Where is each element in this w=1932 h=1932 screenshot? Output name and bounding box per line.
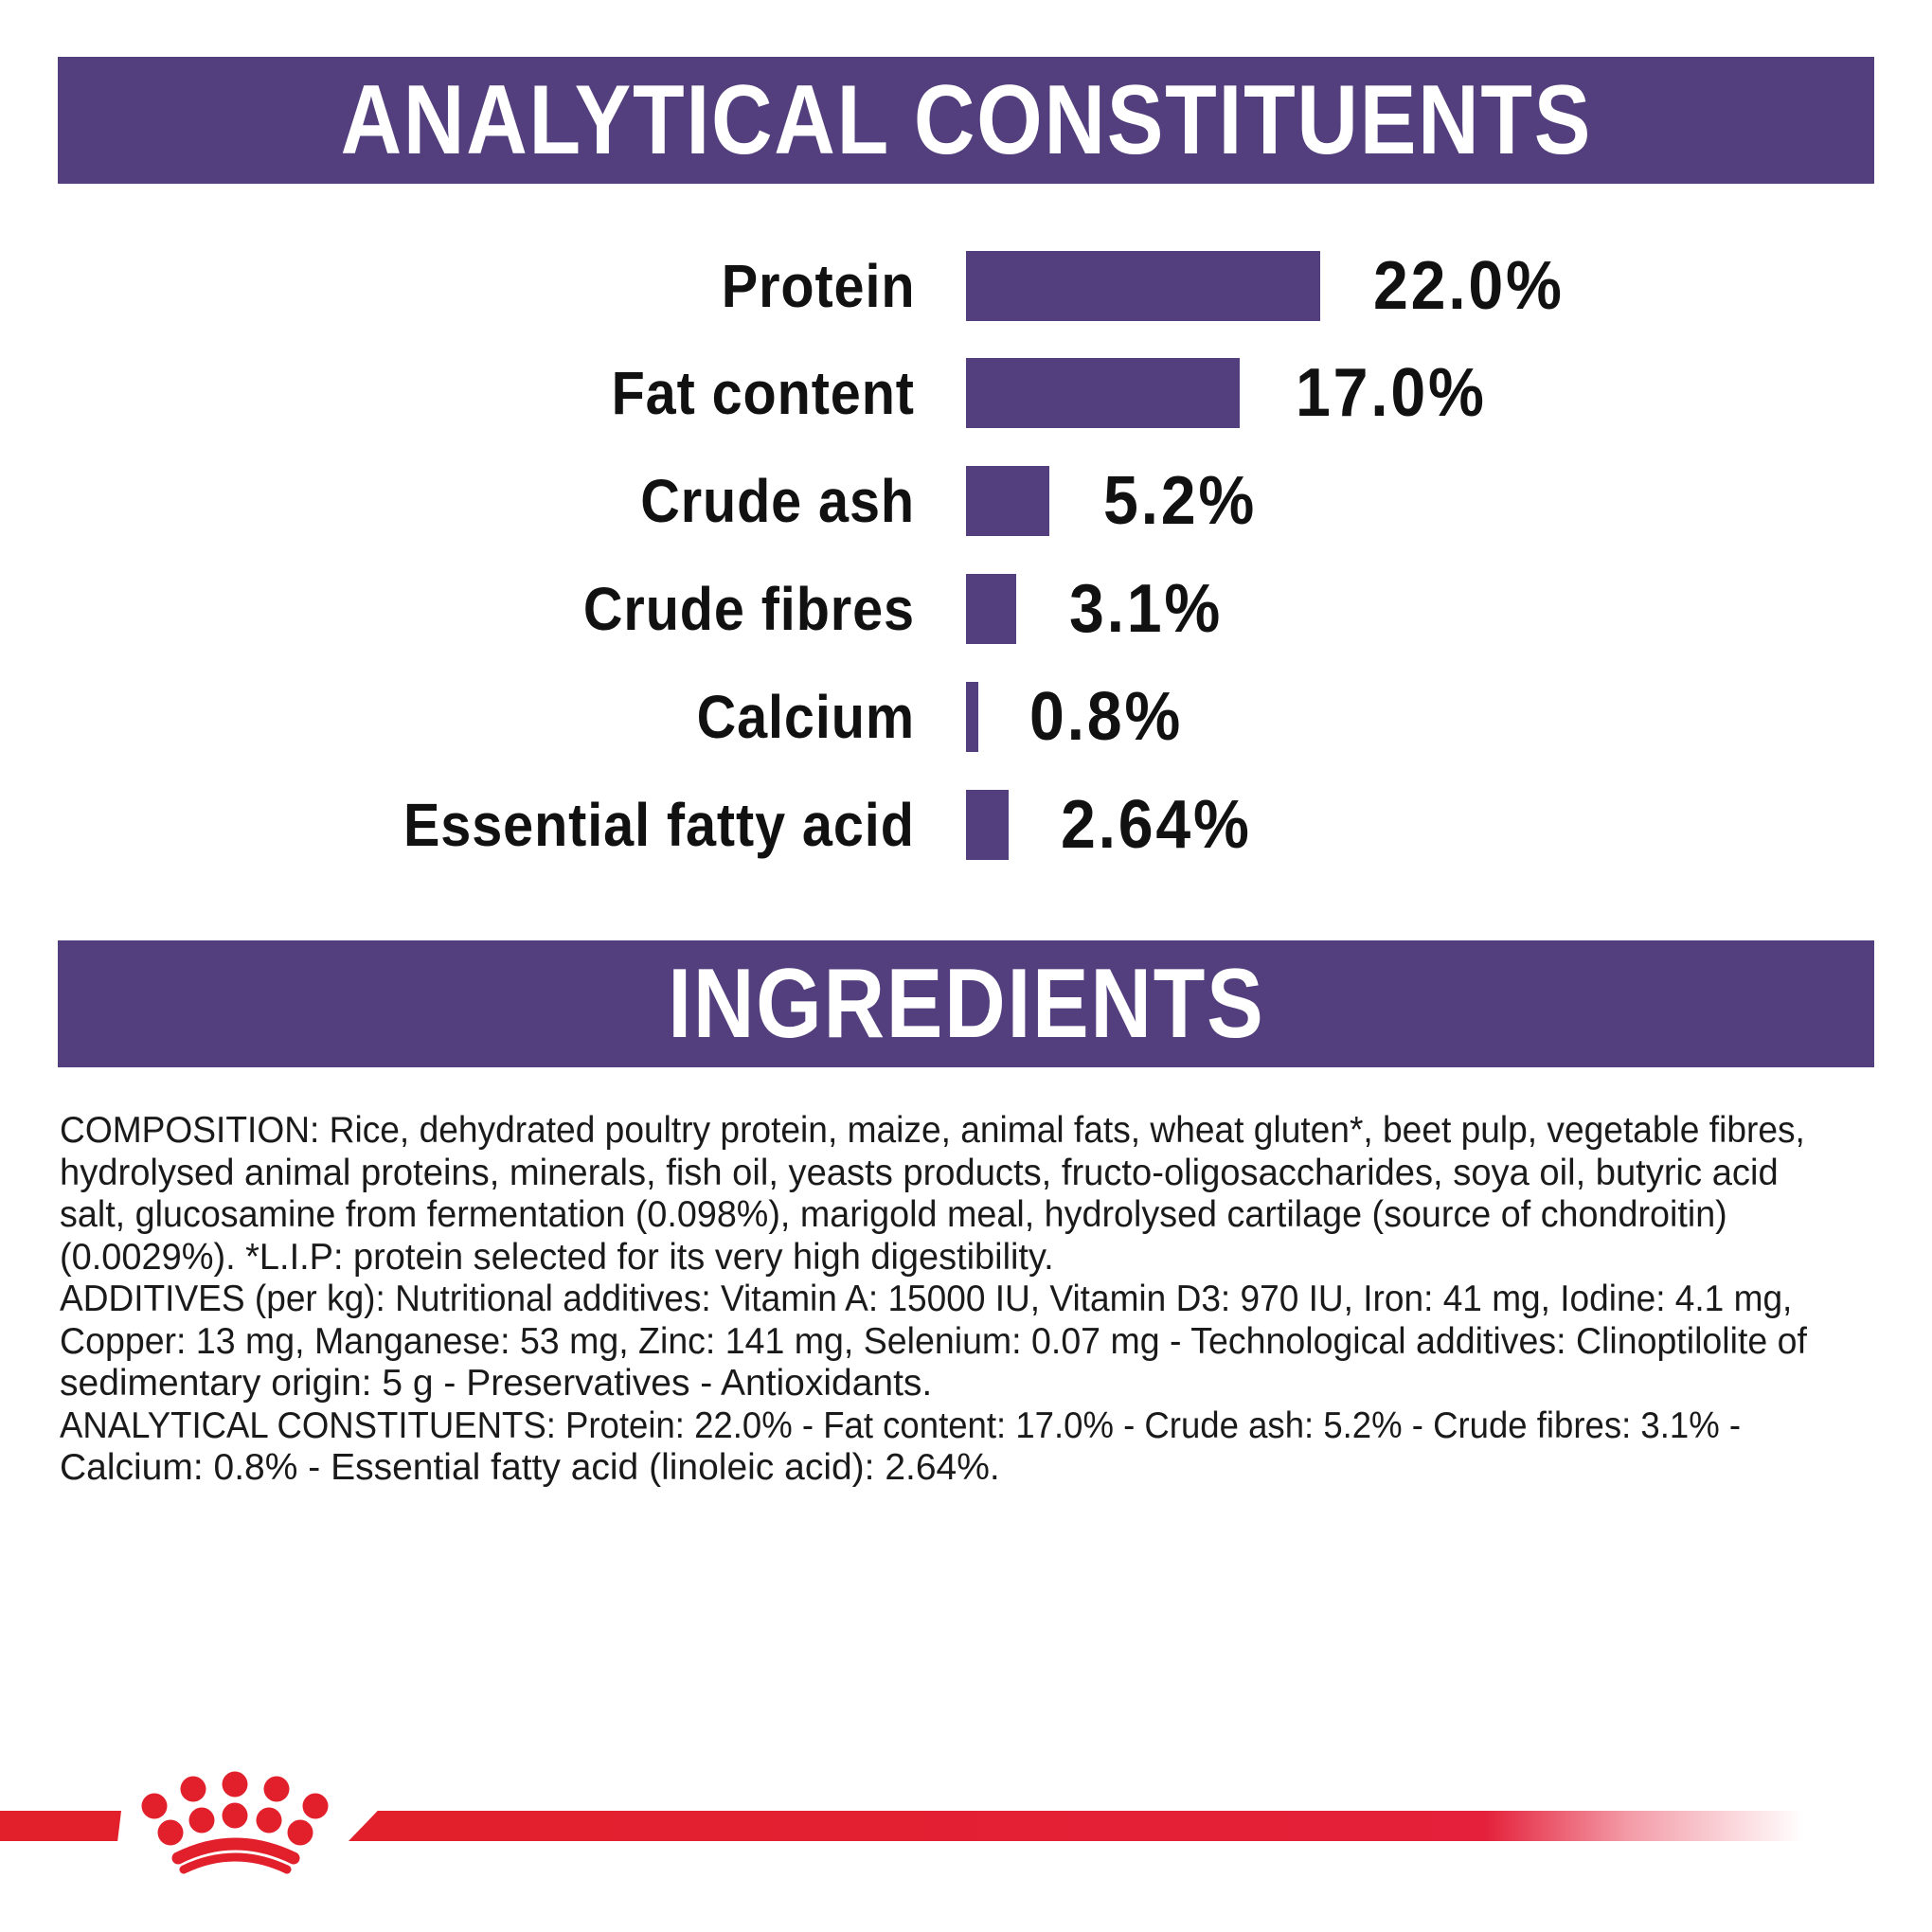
chart-bar — [966, 358, 1240, 428]
brand-stripe-left — [0, 1811, 121, 1841]
ingredients-title: INGREDIENTS — [667, 949, 1265, 1059]
chart-bar — [966, 574, 1016, 644]
ingredients-line: hydrolysed animal proteins, minerals, fi… — [60, 1152, 1779, 1193]
ingredients-line: Copper: 13 mg, Manganese: 53 mg, Zinc: 1… — [60, 1320, 1807, 1362]
chart-row-crude-ash: Crude ash 5.2% — [0, 463, 1932, 539]
crown-logo-icon — [141, 1771, 329, 1874]
chart-bar — [966, 466, 1049, 536]
chart-row-calcium: Calcium 0.8% — [0, 679, 1932, 755]
chart-row-label: Crude fibres — [582, 575, 915, 643]
ingredients-line: COMPOSITION: Rice, dehydrated poultry pr… — [60, 1110, 1805, 1151]
chart-row-value: 0.8% — [1029, 679, 1184, 755]
chart-row-label: Essential fatty acid — [403, 791, 915, 859]
analytical-constituents-title: ANALYTICAL CONSTITUENTS — [340, 65, 1592, 175]
ingredients-line: (0.0029%). *L.I.P: protein selected for … — [60, 1236, 1054, 1278]
analytical-constituents-banner: ANALYTICAL CONSTITUENTS — [58, 57, 1874, 184]
chart-bar — [966, 251, 1320, 321]
ingredients-line: sedimentary origin: 5 g - Preservatives … — [60, 1363, 933, 1404]
ingredients-line: ADDITIVES (per kg): Nutritional additive… — [60, 1279, 1793, 1319]
ingredients-line: ANALYTICAL CONSTITUENTS: Protein: 22.0% … — [60, 1404, 1742, 1446]
chart-row-value: 2.64% — [1061, 787, 1252, 863]
chart-row-essential-fatty-acid: Essential fatty acid 2.64% — [0, 787, 1932, 863]
chart-bar — [966, 682, 978, 752]
chart-row-label: Calcium — [696, 683, 915, 751]
chart-row-label: Crude ash — [640, 467, 915, 535]
chart-bar — [966, 790, 1009, 860]
chart-row-value: 3.1% — [1069, 571, 1224, 647]
chart-row-crude-fibres: Crude fibres 3.1% — [0, 571, 1932, 647]
ingredients-line: Calcium: 0.8% - Essential fatty acid (li… — [60, 1447, 1000, 1488]
chart-row-label: Fat content — [611, 359, 915, 427]
ingredients-banner: INGREDIENTS — [58, 940, 1874, 1067]
chart-row-protein: Protein 22.0% — [0, 248, 1932, 324]
ingredients-text: COMPOSITION: Rice, dehydrated poultry pr… — [60, 1110, 1887, 1490]
ingredients-line: salt, glucosamine from fermentation (0.0… — [60, 1194, 1727, 1235]
chart-row-fat-content: Fat content 17.0% — [0, 355, 1932, 431]
chart-row-value: 17.0% — [1296, 355, 1487, 431]
chart-row-value: 22.0% — [1373, 248, 1565, 324]
brand-footer — [0, 1762, 1932, 1894]
chart-row-value: 5.2% — [1103, 463, 1258, 539]
brand-stripe-right — [349, 1811, 1804, 1841]
chart-row-label: Protein — [721, 252, 915, 320]
